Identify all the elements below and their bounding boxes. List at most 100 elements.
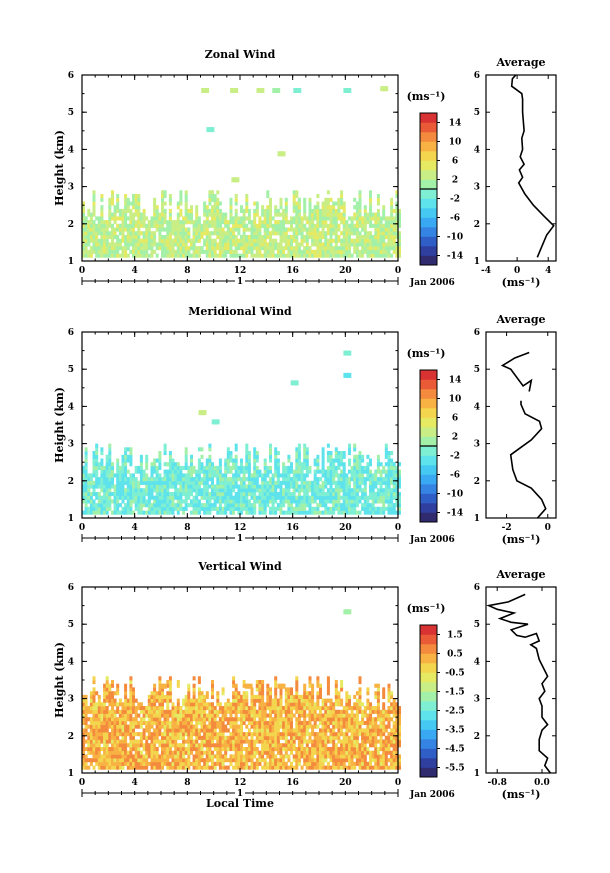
heatmap-cell xyxy=(224,462,228,467)
heatmap-cell xyxy=(129,249,133,254)
heatmap-cell xyxy=(211,465,214,470)
heatmap-cell xyxy=(305,454,309,459)
heatmap-cell xyxy=(161,750,164,755)
heatmap-cell xyxy=(182,484,186,489)
heatmap-cell xyxy=(363,238,367,243)
heatmap-cell xyxy=(211,765,214,770)
heatmap-cell xyxy=(97,510,101,515)
heatmap-cell xyxy=(192,503,196,508)
heatmap-cell xyxy=(137,720,141,725)
heatmap-cell xyxy=(211,683,214,688)
heatmap-cell xyxy=(105,462,109,467)
heatmap-cell xyxy=(84,698,88,703)
heatmap-cell xyxy=(124,739,128,744)
heatmap-cell xyxy=(382,246,386,251)
heatmap-cell xyxy=(116,249,120,254)
heatmap-cell xyxy=(319,238,322,243)
heatmap-cell xyxy=(216,754,220,759)
heatmap-cell xyxy=(205,754,209,759)
heatmap-cell xyxy=(284,484,288,489)
heatmap-cell xyxy=(187,212,191,217)
heatmap-cell xyxy=(118,212,122,217)
heatmap-cell xyxy=(200,706,204,711)
heatmap-cell xyxy=(82,702,85,707)
heatmap-cell xyxy=(326,465,330,470)
heatmap-cell xyxy=(92,194,96,199)
heatmap-cell xyxy=(129,227,133,232)
heatmap-cell xyxy=(305,249,309,254)
heatmap-cell xyxy=(326,201,330,206)
heatmap-cell xyxy=(195,473,199,478)
heatmap-cell xyxy=(303,238,307,243)
heatmap-cell xyxy=(124,495,128,500)
heatmap-cell xyxy=(229,499,233,504)
heatmap-cell xyxy=(269,728,272,733)
heatmap-cell xyxy=(163,724,167,729)
heatmap-cell xyxy=(376,465,380,470)
heatmap-cell xyxy=(319,223,322,228)
heatmap-cell xyxy=(187,495,191,500)
heatmap-cell xyxy=(326,227,330,232)
heatmap-cell xyxy=(279,732,283,737)
heatmap-cell xyxy=(253,488,257,493)
heatmap-cell xyxy=(184,477,188,482)
heatmap-cell xyxy=(84,720,88,725)
heatmap-cell xyxy=(153,735,157,740)
heatmap-cell xyxy=(211,197,214,202)
heatmap-cell xyxy=(274,462,278,467)
heatmap-cell xyxy=(105,238,109,243)
heatmap-cell xyxy=(211,724,214,729)
heatmap-cell xyxy=(184,220,188,225)
heatmap-cell xyxy=(229,720,233,725)
heatmap-cell xyxy=(348,238,351,243)
heatmap-cell xyxy=(305,227,309,232)
heatmap-cell xyxy=(155,754,159,759)
heatmap-cell xyxy=(258,691,262,696)
heatmap-cell xyxy=(237,754,241,759)
heatmap-cell xyxy=(237,506,241,511)
heatmap-cell xyxy=(218,717,222,722)
heatmap-cell xyxy=(247,462,251,467)
heatmap-cell xyxy=(203,249,207,254)
heatmap-cell xyxy=(271,216,275,221)
heatmap-cell xyxy=(92,473,96,478)
heatmap-cell xyxy=(87,231,91,236)
heatmap-cell xyxy=(174,223,178,228)
heatmap-cell xyxy=(321,212,325,217)
heatmap-cell xyxy=(97,249,101,254)
heatmap-cell xyxy=(84,227,88,232)
heatmap-cell xyxy=(205,231,209,236)
heatmap-cell xyxy=(242,709,246,714)
heatmap-cell xyxy=(337,465,341,470)
heatmap-cell xyxy=(271,724,275,729)
heatmap-cell xyxy=(171,249,175,254)
heatmap-cell xyxy=(229,739,233,744)
heatmap-cell xyxy=(229,246,233,251)
heatmap-cell xyxy=(129,208,133,213)
heatmap-cell xyxy=(116,750,120,755)
heatmap-cell xyxy=(247,499,251,504)
heatmap-cell xyxy=(124,480,128,485)
heatmap-cell xyxy=(274,735,278,740)
heatmap-cell xyxy=(250,709,254,714)
heatmap-cell xyxy=(271,488,275,493)
heatmap-cell xyxy=(116,205,120,210)
heatmap-cell xyxy=(374,469,378,474)
heatmap-cell xyxy=(89,750,93,755)
heatmap-cell xyxy=(245,208,249,213)
heatmap-cell xyxy=(279,754,283,759)
heatmap-cell xyxy=(342,506,346,511)
heatmap-cell xyxy=(158,462,162,467)
heatmap-cell xyxy=(108,253,112,258)
heatmap-cell xyxy=(240,242,243,247)
heatmap-cell xyxy=(218,706,222,711)
heatmap-cell xyxy=(108,506,112,511)
heatmap-cell xyxy=(382,212,386,217)
heatmap-cell xyxy=(218,480,222,485)
heatmap-cell xyxy=(163,506,167,511)
heatmap-cell xyxy=(84,235,88,240)
heatmap-cell xyxy=(184,473,188,478)
heatmap-cell xyxy=(329,465,333,470)
heatmap-cell xyxy=(266,492,270,497)
heatmap-cell xyxy=(92,205,96,210)
